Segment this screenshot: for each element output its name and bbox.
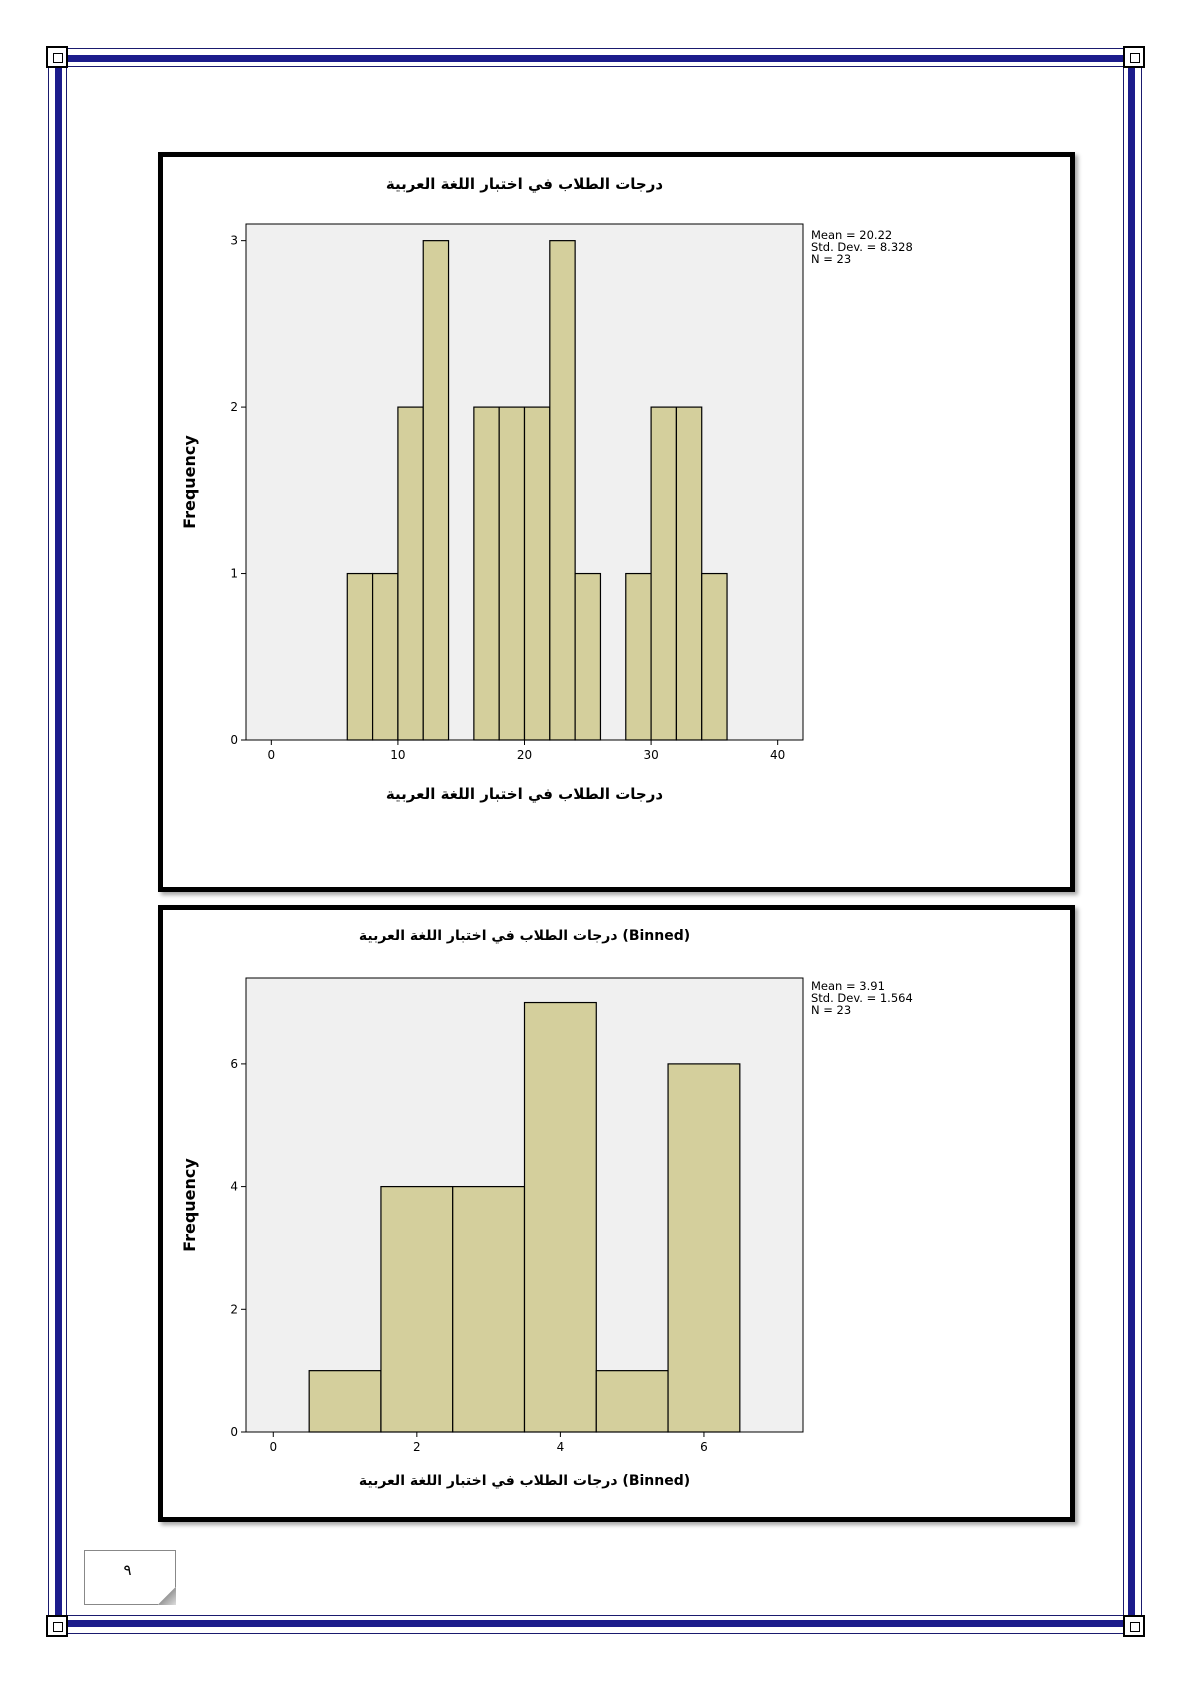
histogram-chart-2: 0 2 4 6 0 2 4 6 درجات الطلاب في اختبار اللغة الع… [158, 905, 1075, 1522]
histogram-bar [523, 1001, 597, 1433]
histogram-bar [523, 406, 551, 741]
y-axis-label: Frequency [180, 1158, 199, 1252]
y-tick-label: 3 [230, 234, 238, 248]
y-tick-label: 2 [230, 400, 238, 414]
y-tick-label: 1 [230, 567, 238, 581]
stats-legend-line: N = 23 [811, 1003, 851, 1017]
x-tick-label: 0 [267, 748, 275, 762]
frame-corner-ornament [1123, 1615, 1145, 1637]
page-frame-outer [48, 48, 1142, 1634]
x-tick-label: 40 [770, 748, 785, 762]
histogram-chart-1: 0 1 2 3 0 10 20 30 40 درجات الطلاب في اختبار اللغ… [158, 152, 1075, 892]
y-tick-label: 6 [230, 1057, 238, 1071]
stats-legend-line: Mean = 20.22 [811, 228, 892, 242]
x-axis-label: درجات الطلاب في اختبار اللغة العربية [386, 785, 663, 803]
chart-title: درجات الطلاب في اختبار اللغة العربية (Bi… [359, 928, 690, 944]
x-tick-label: 4 [557, 1440, 565, 1454]
histogram-bar [452, 1185, 526, 1433]
histogram-bar [308, 1370, 382, 1433]
histogram-bar [625, 572, 652, 741]
page-number-tab: ٩ [84, 1550, 176, 1605]
y-tick-label: 2 [230, 1302, 238, 1316]
y-tick-label: 0 [230, 1425, 238, 1439]
stats-legend-line: Mean = 3.91 [811, 979, 885, 993]
frame-corner-ornament [46, 46, 68, 68]
page-number: ٩ [123, 1561, 132, 1579]
histogram-bar [380, 1185, 454, 1433]
page-frame-inner [66, 66, 1124, 1616]
y-axis-label: Frequency [180, 435, 199, 529]
x-tick-label: 10 [390, 748, 405, 762]
histogram-bar [371, 572, 399, 741]
x-tick-label: 20 [517, 748, 532, 762]
frame-corner-ornament [46, 1615, 68, 1637]
histogram-bar [473, 406, 500, 741]
x-tick-label: 30 [643, 748, 658, 762]
stats-legend-line: N = 23 [811, 252, 851, 266]
stats-legend-line: Std. Dev. = 8.328 [811, 240, 913, 254]
histogram-bar [675, 406, 703, 741]
histogram-bar [667, 1063, 741, 1433]
stats-legend-line: Std. Dev. = 1.564 [811, 991, 913, 1005]
histogram-bar [422, 240, 450, 741]
y-tick-label: 0 [230, 733, 238, 747]
histogram-bar [701, 572, 728, 741]
x-tick-label: 6 [700, 1440, 708, 1454]
page-curl-icon [158, 1587, 176, 1605]
histogram-bar [549, 240, 576, 741]
frame-corner-ornament [1123, 46, 1145, 68]
histogram-bar [498, 406, 526, 741]
histogram-2-svg: 0 2 4 6 0 2 4 6 درجات الطلاب في اختبار اللغة الع… [180, 928, 913, 1489]
x-tick-label: 0 [269, 1440, 277, 1454]
x-tick-label: 2 [413, 1440, 421, 1454]
page-frame-border [55, 55, 1135, 1627]
x-axis-label: درجات الطلاب في اختبار اللغة العربية (Bi… [359, 1473, 690, 1489]
histogram-bar [595, 1370, 669, 1433]
histogram-bar [650, 406, 678, 741]
chart-title: درجات الطلاب في اختبار اللغة العربية [386, 175, 663, 193]
histogram-bar [574, 572, 602, 741]
histogram-bar [346, 572, 374, 741]
y-tick-label: 4 [230, 1180, 238, 1194]
histogram-bar [397, 406, 424, 741]
